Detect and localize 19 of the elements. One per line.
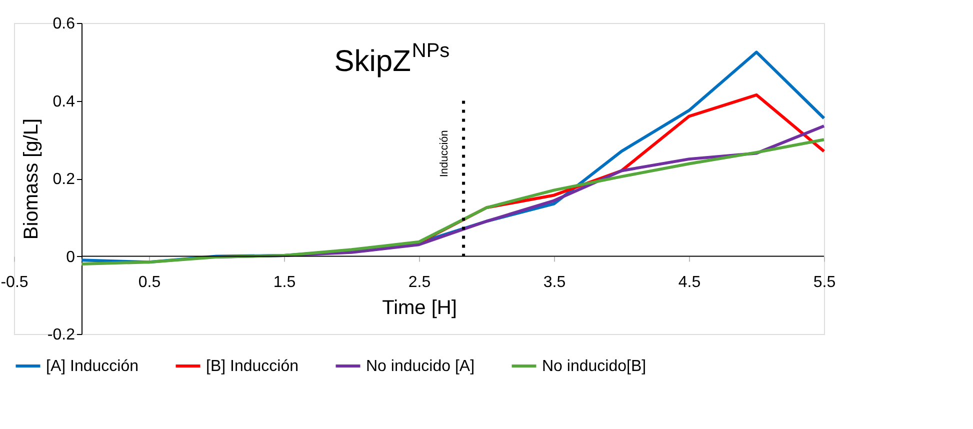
y-axis-title: Biomass [g/L] — [20, 118, 42, 240]
x-tick-label: 1.5 — [273, 274, 296, 291]
x-tick-label: 2.5 — [408, 274, 431, 291]
x-tick-label: -0.5 — [0, 274, 28, 291]
y-tick-label: 0.4 — [52, 93, 76, 110]
y-tick-label: 0.2 — [52, 171, 76, 188]
ref-line-label: Inducción — [438, 130, 451, 178]
x-tick-label: 5.5 — [813, 274, 836, 291]
legend-label: [A] Inducción — [46, 358, 138, 375]
x-tick-label: 3.5 — [543, 274, 566, 291]
x-tick-label: 4.5 — [678, 274, 701, 291]
y-tick-label: -0.2 — [47, 326, 76, 344]
y-tick-label: 0.6 — [52, 16, 76, 32]
y-tick-label: 0 — [66, 248, 76, 266]
x-tick-label: 0.5 — [138, 274, 161, 291]
legend-label: [B] Inducción — [206, 358, 298, 375]
legend-label: No inducido [A] — [366, 358, 475, 375]
x-axis-title: Time [H] — [382, 296, 457, 319]
legend-label: No inducido[B] — [542, 358, 646, 375]
